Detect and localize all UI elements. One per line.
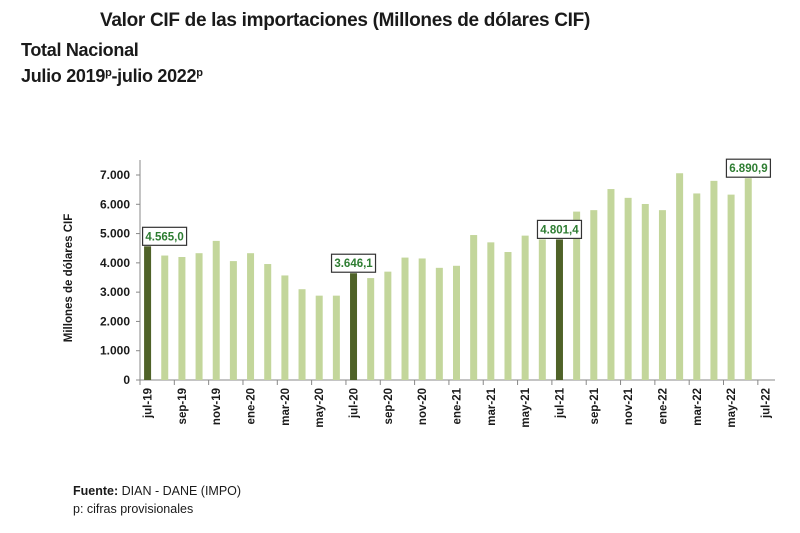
- provisional-note: p: cifras provisionales: [73, 502, 194, 516]
- bar: [332, 295, 340, 380]
- bar-highlight: [144, 246, 152, 380]
- bar: [470, 235, 478, 380]
- x-tick-label: mar-22: [692, 388, 704, 426]
- chart-title: Valor CIF de las importaciones (Millones…: [100, 10, 590, 31]
- bar: [710, 180, 718, 380]
- bar: [367, 278, 375, 380]
- bar: [384, 271, 392, 380]
- period-end: -julio 2022: [111, 66, 197, 86]
- bar: [195, 253, 203, 380]
- x-tick-label: ene-22: [657, 388, 669, 424]
- x-tick-label: may-20: [314, 388, 326, 428]
- data-label-box: [725, 158, 772, 178]
- x-tick-label: jul-22: [760, 388, 772, 419]
- x-tick-label: jul-21: [554, 387, 566, 419]
- bar: [607, 189, 615, 380]
- x-tick-label: may-22: [726, 388, 738, 428]
- bar: [641, 203, 649, 380]
- x-tick-label: nov-21: [623, 387, 635, 425]
- bar: [229, 261, 237, 380]
- x-tick-label: sep-21: [589, 387, 601, 424]
- bar-highlight: [350, 273, 358, 380]
- x-tick-label: ene-20: [246, 388, 258, 424]
- bar: [693, 193, 701, 380]
- y-tick-label: 0: [123, 373, 130, 387]
- bar: [212, 240, 220, 380]
- y-tick-label: 7.000: [100, 168, 130, 182]
- data-label-box: [330, 253, 377, 273]
- y-tick-label: 3.000: [100, 285, 130, 299]
- bar: [624, 197, 632, 380]
- bar: [401, 257, 409, 380]
- x-tick-label: ene-21: [452, 387, 464, 424]
- x-tick-label: sep-19: [177, 388, 189, 424]
- bar: [573, 211, 581, 380]
- bar: [453, 265, 460, 380]
- data-label-box: [536, 219, 583, 239]
- bar: [264, 264, 272, 380]
- provisional-mark: p: [196, 67, 203, 79]
- bar: [504, 252, 512, 380]
- data-label: 4.565,0: [145, 231, 183, 243]
- x-tick-label: mar-20: [280, 388, 292, 426]
- x-tick-label: nov-19: [211, 388, 223, 425]
- y-axis-label: Millones de dólares CIF: [63, 214, 75, 342]
- bar: [658, 210, 666, 380]
- x-tick-label: sep-20: [383, 388, 395, 424]
- chart-subtitle-period: Julio 2019p-julio 2022p: [21, 66, 203, 87]
- y-tick-label: 5.000: [100, 227, 130, 241]
- bar: [744, 178, 752, 380]
- data-label: 4.801,4: [540, 224, 579, 236]
- bar: [298, 289, 306, 380]
- period-start: Julio 2019: [21, 66, 106, 86]
- bar: [538, 239, 546, 380]
- x-tick-label: jul-19: [143, 388, 155, 419]
- data-label: 6.890,9: [729, 163, 767, 175]
- y-tick-label: 4.000: [100, 256, 130, 270]
- chart-subtitle-scope: Total Nacional: [21, 40, 139, 60]
- bar: [590, 210, 598, 380]
- bar-highlight: [555, 239, 563, 380]
- bar: [281, 275, 289, 380]
- bar: [161, 255, 169, 380]
- bar: [487, 242, 495, 380]
- y-tick-label: 1.000: [100, 344, 130, 358]
- bar: [247, 253, 255, 380]
- bar: [315, 295, 323, 380]
- x-tick-label: may-21: [520, 387, 532, 427]
- bar: [178, 257, 186, 380]
- y-tick-label: 6.000: [100, 197, 130, 211]
- source-note: Fuente: DIAN - DANE (IMPO): [73, 484, 241, 498]
- bar: [727, 194, 735, 380]
- source-value: DIAN - DANE (IMPO): [118, 484, 242, 498]
- bar: [676, 173, 684, 380]
- x-tick-label: jul-20: [349, 388, 361, 419]
- data-label: 3.646,1: [334, 258, 373, 270]
- data-label-box: [141, 226, 188, 246]
- x-tick-label: mar-21: [486, 387, 498, 425]
- x-tick-label: nov-20: [417, 388, 429, 425]
- source-label: Fuente:: [73, 484, 119, 498]
- bar: [418, 258, 426, 380]
- provisional-mark: p: [105, 67, 112, 79]
- y-tick-label: 2.000: [100, 314, 130, 328]
- bar: [435, 267, 443, 380]
- bar: [521, 235, 529, 380]
